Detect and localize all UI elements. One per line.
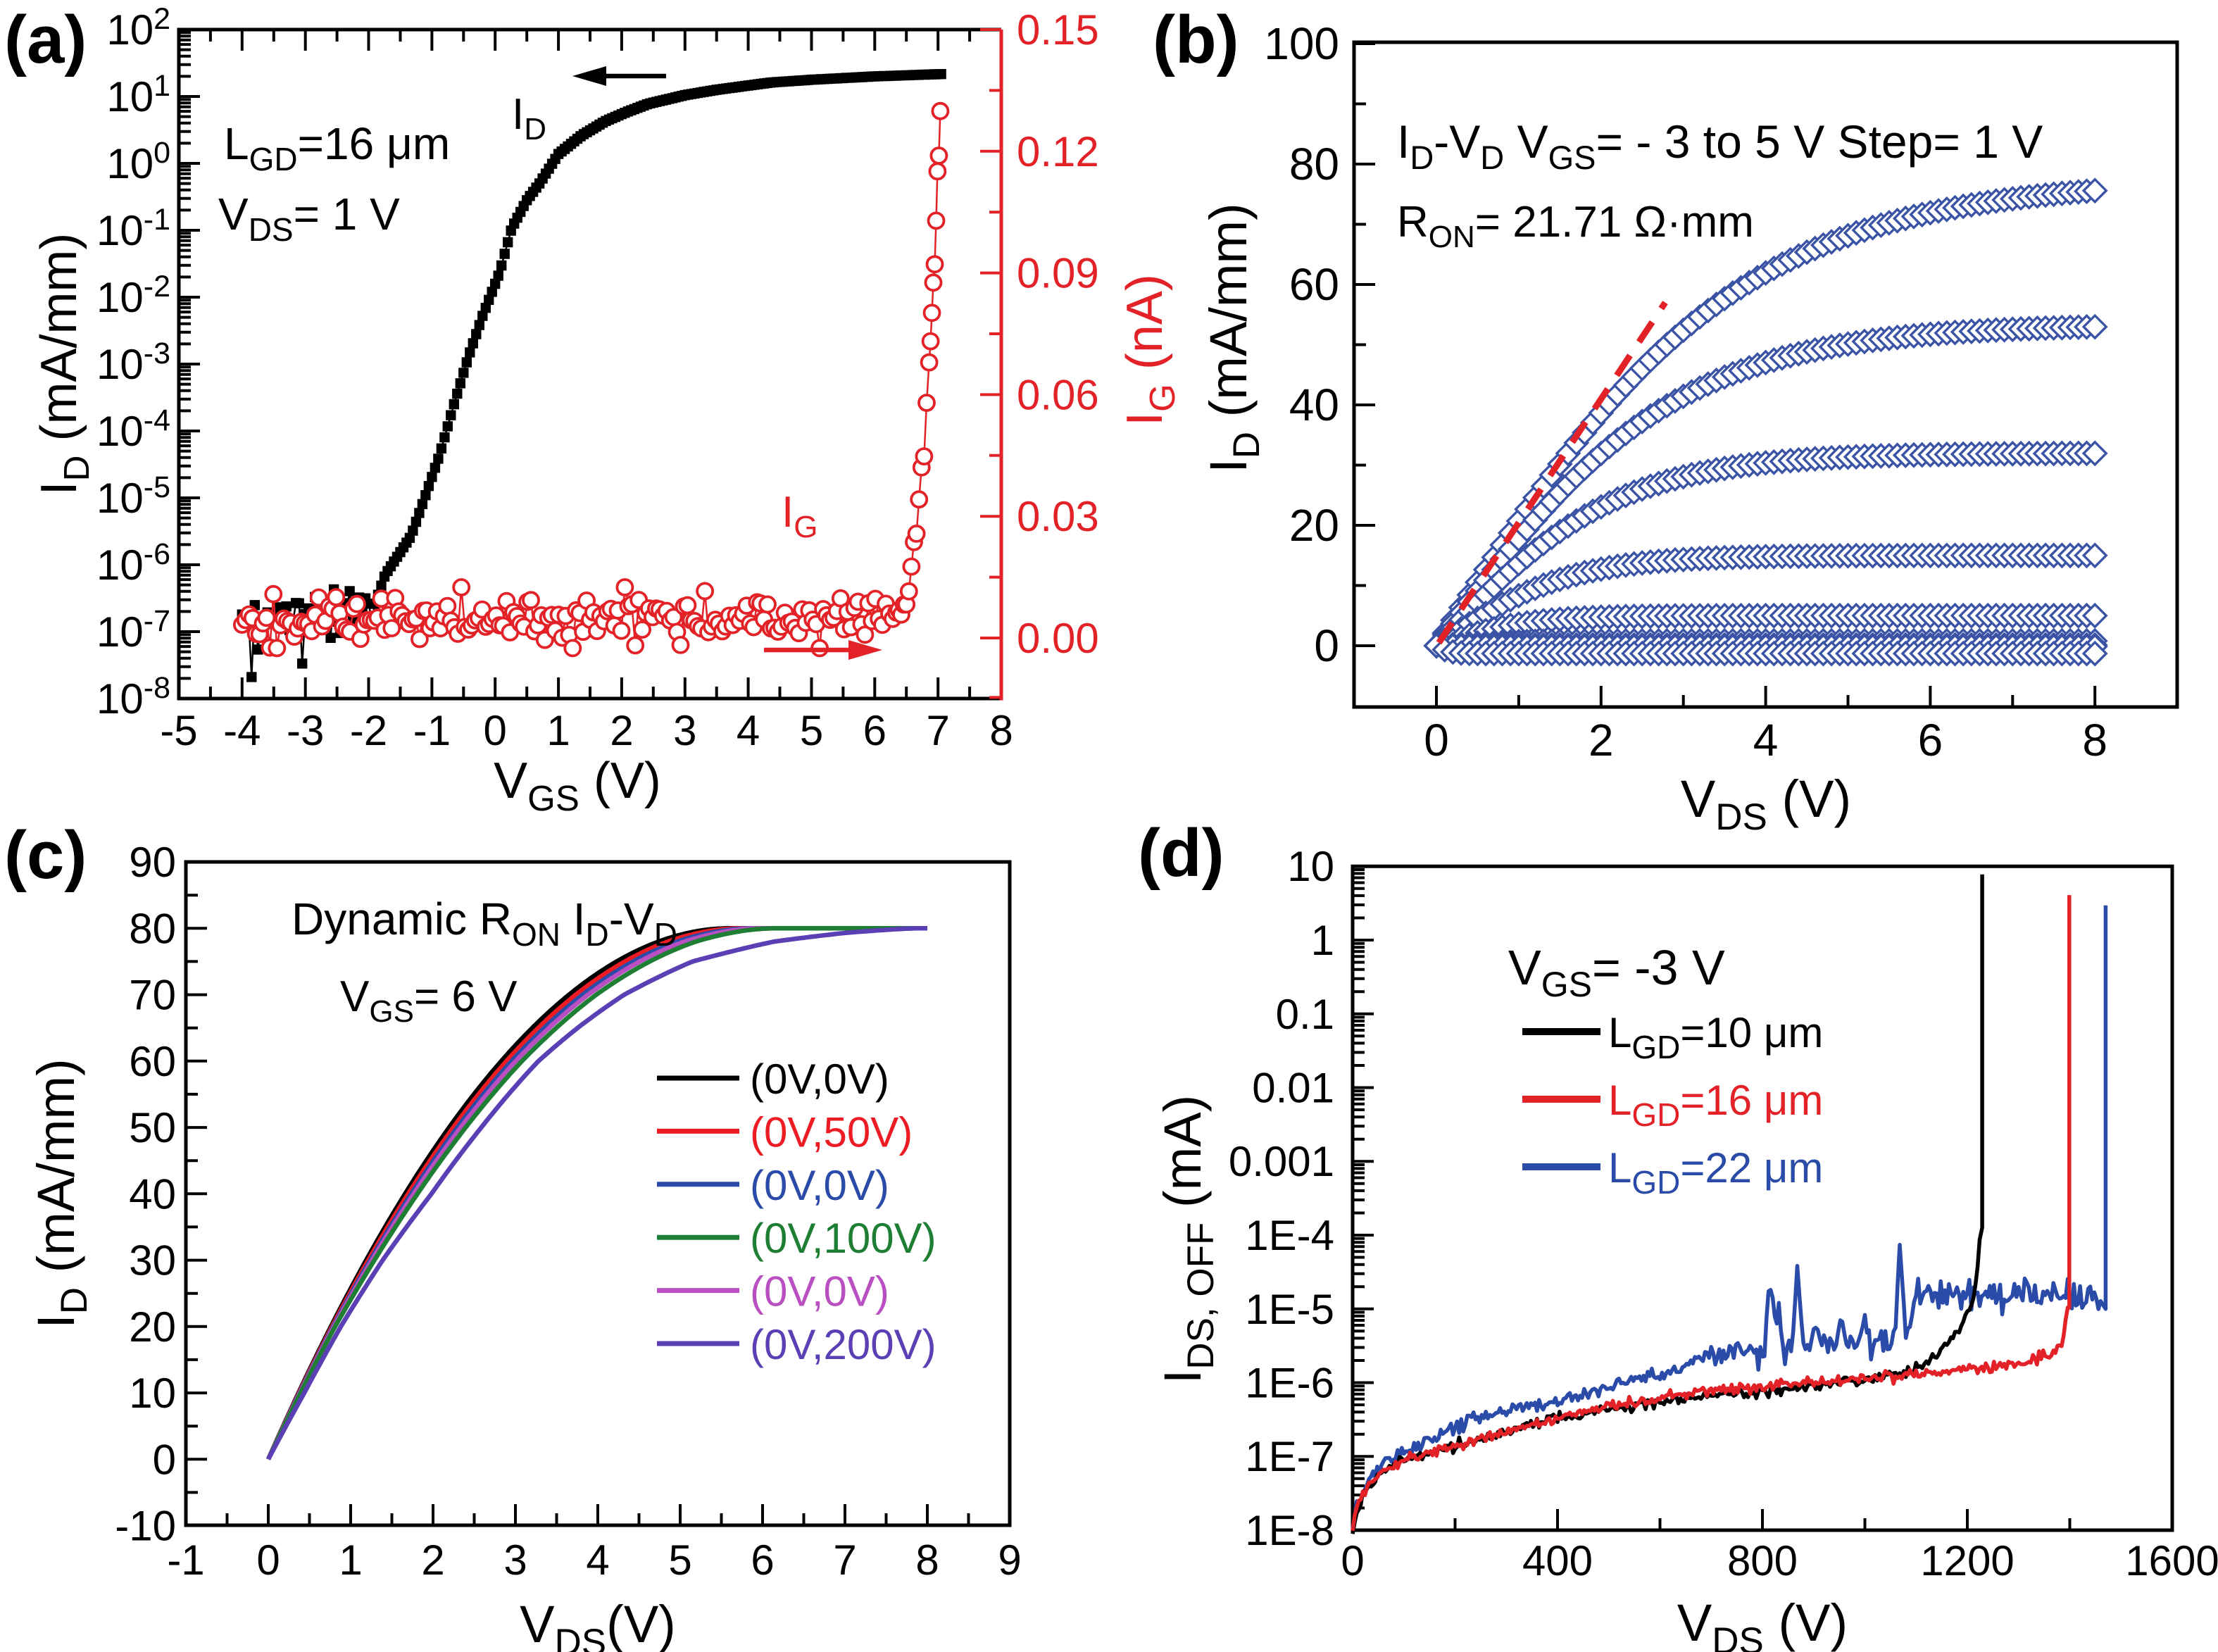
svg-text:2: 2 xyxy=(1589,715,1614,765)
svg-text:1E-8: 1E-8 xyxy=(1245,1507,1334,1554)
svg-text:-1: -1 xyxy=(167,1537,204,1584)
svg-text:100​: 100​ xyxy=(106,136,170,187)
svg-text:2: 2 xyxy=(610,707,633,754)
svg-text:(0V,50V): (0V,50V) xyxy=(750,1108,913,1156)
svg-text:VGS​= 6 V: VGS​= 6 V xyxy=(340,972,518,1029)
svg-text:1600: 1600 xyxy=(2125,1537,2218,1584)
svg-text:Dynamic RON​ ID​-VD​: Dynamic RON​ ID​-VD​ xyxy=(292,894,677,953)
svg-text:40: 40 xyxy=(1289,380,1339,430)
svg-text:ID​ (mA/mm): ID​ (mA/mm) xyxy=(1199,203,1267,473)
svg-text:0.00: 0.00 xyxy=(1017,615,1099,662)
svg-text:0.1: 0.1 xyxy=(1276,991,1334,1038)
svg-text:2: 2 xyxy=(421,1537,444,1584)
svg-text:30: 30 xyxy=(129,1237,176,1284)
svg-text:5: 5 xyxy=(800,707,823,754)
svg-text:0.15: 0.15 xyxy=(1017,6,1099,54)
svg-text:60: 60 xyxy=(1289,259,1339,310)
svg-text:10-3​: 10-3​ xyxy=(96,337,170,388)
svg-text:(d): (d) xyxy=(1138,815,1224,891)
svg-text:3: 3 xyxy=(673,707,696,754)
svg-text:7: 7 xyxy=(833,1537,856,1584)
svg-text:102​: 102​ xyxy=(106,2,170,54)
svg-text:10: 10 xyxy=(129,1370,176,1417)
svg-text:1: 1 xyxy=(546,707,570,754)
svg-text:1E-7: 1E-7 xyxy=(1245,1433,1334,1480)
svg-text:-1: -1 xyxy=(413,707,451,754)
svg-text:(0V,200V): (0V,200V) xyxy=(750,1321,936,1368)
svg-text:6: 6 xyxy=(751,1537,774,1584)
svg-text:800: 800 xyxy=(1727,1537,1798,1584)
svg-text:(0V,0V): (0V,0V) xyxy=(750,1162,889,1209)
svg-text:ID​ (mA/mm): ID​ (mA/mm) xyxy=(31,233,96,496)
svg-text:100: 100 xyxy=(1264,18,1339,69)
svg-text:1: 1 xyxy=(339,1537,362,1584)
svg-text:9: 9 xyxy=(998,1537,1021,1584)
svg-text:5: 5 xyxy=(668,1537,691,1584)
svg-text:0.09: 0.09 xyxy=(1017,250,1099,297)
svg-text:8: 8 xyxy=(915,1537,939,1584)
svg-text:80: 80 xyxy=(1289,139,1339,189)
svg-text:0.01: 0.01 xyxy=(1252,1065,1334,1112)
svg-text:400: 400 xyxy=(1522,1537,1593,1584)
svg-text:0: 0 xyxy=(256,1537,280,1584)
svg-text:(c): (c) xyxy=(4,818,87,893)
svg-text:4: 4 xyxy=(737,707,760,754)
svg-text:8: 8 xyxy=(989,707,1013,754)
svg-text:4: 4 xyxy=(1753,715,1779,765)
svg-text:6: 6 xyxy=(1918,715,1943,765)
svg-text:60: 60 xyxy=(129,1038,176,1085)
svg-text:(0V,0V): (0V,0V) xyxy=(750,1268,889,1315)
svg-text:ID​-VD​ VGS​= - 3 to 5 V Step: ID​-VD​ VGS​= - 3 to 5 V Step= 1 V xyxy=(1397,115,2043,176)
svg-text:20: 20 xyxy=(129,1303,176,1351)
svg-text:80: 80 xyxy=(129,905,176,952)
svg-text:-10: -10 xyxy=(115,1503,176,1550)
svg-text:0: 0 xyxy=(1424,715,1449,765)
svg-text:1200: 1200 xyxy=(1920,1537,2014,1584)
svg-text:8: 8 xyxy=(2082,715,2107,765)
svg-text:0.03: 0.03 xyxy=(1017,493,1099,540)
svg-text:(a): (a) xyxy=(4,2,87,77)
svg-text:VDS​= 1 V: VDS​= 1 V xyxy=(218,189,400,248)
svg-text:10-2​: 10-2​ xyxy=(96,270,170,321)
svg-text:0.001: 0.001 xyxy=(1229,1138,1334,1185)
svg-text:(0V,0V): (0V,0V) xyxy=(750,1056,889,1103)
svg-text:20: 20 xyxy=(1289,500,1339,551)
svg-text:-4: -4 xyxy=(223,707,261,754)
svg-text:6: 6 xyxy=(863,707,886,754)
svg-text:1: 1 xyxy=(1311,917,1334,964)
svg-text:(0V,100V): (0V,100V) xyxy=(750,1215,936,1262)
svg-text:50: 50 xyxy=(129,1104,176,1151)
svg-text:1E-6: 1E-6 xyxy=(1245,1360,1334,1407)
svg-text:(b): (b) xyxy=(1153,2,1239,77)
svg-text:VGS​= -3 V: VGS​= -3 V xyxy=(1508,940,1725,1004)
svg-text:-3: -3 xyxy=(287,707,324,754)
svg-text:10: 10 xyxy=(1287,843,1334,890)
svg-text:-2: -2 xyxy=(350,707,387,754)
svg-text:-5: -5 xyxy=(160,707,197,754)
svg-text:1E-5: 1E-5 xyxy=(1245,1286,1334,1333)
svg-text:ID​ (mA/mm): ID​ (mA/mm) xyxy=(27,1058,95,1329)
svg-text:90: 90 xyxy=(129,839,176,886)
svg-text:3: 3 xyxy=(503,1537,527,1584)
svg-text:4: 4 xyxy=(586,1537,609,1584)
svg-text:0: 0 xyxy=(153,1436,176,1483)
svg-text:7: 7 xyxy=(927,707,950,754)
svg-text:0: 0 xyxy=(1314,620,1339,671)
svg-text:0: 0 xyxy=(484,707,507,754)
svg-text:0.06: 0.06 xyxy=(1017,371,1099,418)
svg-text:1E-4: 1E-4 xyxy=(1245,1212,1334,1259)
svg-text:40: 40 xyxy=(129,1170,176,1218)
svg-text:10-5​: 10-5​ xyxy=(96,470,170,522)
svg-text:0.12: 0.12 xyxy=(1017,128,1099,175)
svg-text:0: 0 xyxy=(1341,1537,1364,1584)
svg-text:70: 70 xyxy=(129,972,176,1019)
